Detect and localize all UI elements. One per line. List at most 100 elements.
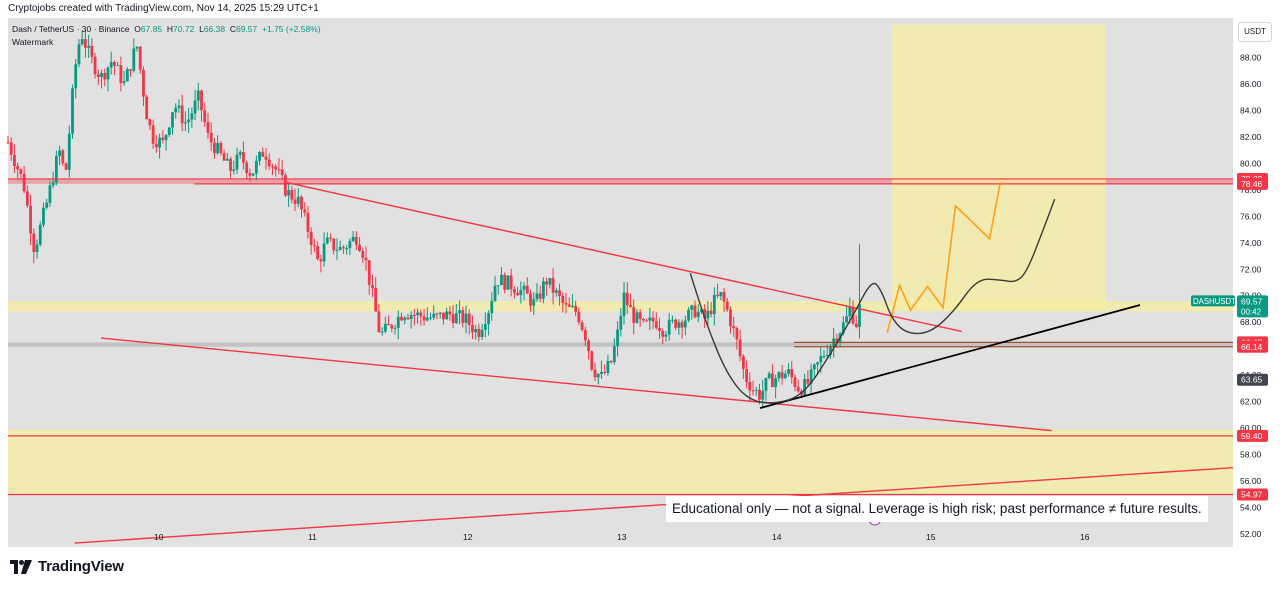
price-axis (1233, 18, 1280, 547)
candle-body (758, 389, 761, 400)
candle-body (267, 159, 271, 167)
candle-body (319, 259, 323, 262)
candle-body (609, 360, 613, 363)
candle-body (403, 317, 407, 321)
candle-body (84, 39, 87, 48)
candle-body (600, 371, 603, 374)
symbol-tag: DASHUSDT (1193, 297, 1236, 306)
candle-body (45, 202, 49, 208)
candle-body (651, 317, 655, 322)
candle-body (313, 244, 316, 247)
candle-body (374, 288, 378, 312)
candle-body (174, 107, 178, 113)
candle-body (303, 209, 307, 213)
candle-body (500, 274, 503, 286)
scenario-curve (689, 198, 1056, 404)
candle-body (245, 162, 249, 174)
ohlc-low-label: L (199, 24, 204, 34)
candle-body (638, 312, 642, 319)
candle-body (796, 386, 800, 392)
candle-body (25, 191, 29, 206)
candle-body (232, 169, 236, 171)
candle-body (767, 373, 771, 379)
candle-body (367, 260, 371, 285)
trendline-0 (283, 181, 962, 333)
candle-body (125, 69, 129, 82)
candle-body (732, 326, 736, 329)
candle-body (351, 236, 355, 242)
candle-body (571, 305, 574, 307)
candle-body (103, 72, 107, 80)
caption-bar: Cryptojobs created with TradingView.com,… (0, 0, 1280, 18)
candle-body (829, 346, 832, 355)
candle-body (658, 327, 661, 331)
symbol-tag-box (1191, 295, 1235, 307)
candle-body (400, 316, 403, 321)
candle-body (106, 67, 110, 80)
candle-body (138, 46, 142, 70)
candle-body (309, 231, 313, 245)
candle-body (551, 278, 555, 293)
candle-body (809, 369, 813, 384)
candle-body (287, 190, 291, 196)
candle-body (48, 185, 52, 203)
caption-text: Cryptojobs created with TradingView.com,… (8, 3, 319, 14)
candle-body (338, 247, 342, 250)
candle-body (471, 324, 474, 333)
candle-body (587, 340, 590, 352)
candle-body (42, 207, 45, 225)
candle-body (667, 319, 671, 335)
candle-body (280, 169, 284, 176)
price-tick-label: 80.00 (1240, 158, 1262, 168)
candle-body (487, 313, 490, 325)
candle-body (564, 302, 568, 305)
candle-body (803, 379, 807, 395)
symbol-title[interactable]: Dash / TetherUS · 30 · Binance (12, 24, 130, 34)
candle-body (58, 150, 62, 157)
candle-body (719, 292, 723, 297)
candle-body (480, 329, 484, 337)
price-label: 59.40 (1241, 431, 1263, 441)
candle-body (503, 274, 507, 290)
candle-body (703, 309, 707, 319)
price-label-box (1237, 429, 1268, 442)
candle-body (635, 312, 639, 323)
candle-body (661, 330, 665, 337)
candle-body (219, 142, 223, 154)
candle-body (561, 295, 565, 303)
candle-body (629, 305, 632, 308)
price-tick-label: 84.00 (1240, 106, 1262, 116)
candle-body (358, 244, 361, 251)
candle-body (435, 313, 439, 315)
candle-body (177, 105, 181, 108)
candle-body (774, 378, 778, 388)
candle-body (329, 237, 332, 239)
price-tick-label: 52.00 (1240, 529, 1262, 539)
candle-body (80, 39, 84, 45)
currency-button[interactable]: USDT (1238, 22, 1272, 42)
candle-body (619, 315, 623, 330)
candle-body (22, 173, 26, 192)
candle-body (751, 390, 755, 392)
candle-body (577, 311, 581, 323)
price-label: 54.97 (1241, 489, 1263, 499)
tradingview-brand[interactable]: TradingView (10, 558, 124, 575)
candle-body (135, 46, 139, 49)
candle-body (664, 334, 668, 337)
candle-body (109, 62, 113, 68)
candle-body (451, 314, 455, 323)
candle-body (554, 290, 558, 293)
candle-body (264, 156, 268, 160)
candle-body (529, 293, 532, 306)
candle-body (583, 329, 587, 341)
candle-body (822, 355, 826, 357)
ohlc-high-label: H (166, 24, 174, 34)
price-tick-label: 88.00 (1240, 53, 1262, 63)
candle-body (464, 313, 468, 323)
candle-body (738, 339, 742, 357)
candle-body (180, 105, 184, 124)
candle-body (377, 311, 381, 333)
candle-body (496, 285, 500, 287)
